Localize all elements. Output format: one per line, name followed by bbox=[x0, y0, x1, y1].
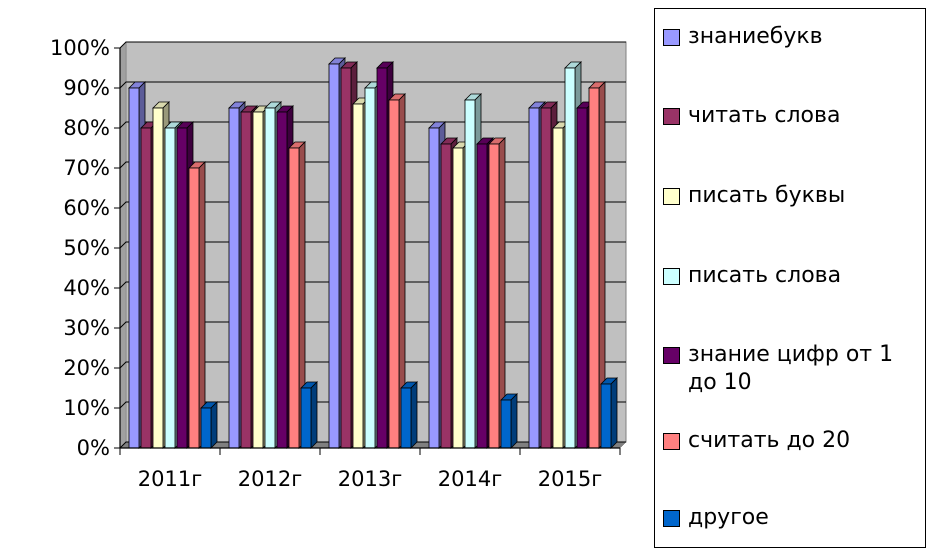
legend-swatch bbox=[663, 433, 680, 450]
bar-front bbox=[588, 87, 600, 449]
bar bbox=[400, 381, 418, 449]
bar bbox=[200, 401, 218, 449]
bar-front bbox=[540, 107, 552, 449]
y-tick-label: 10% bbox=[63, 396, 110, 420]
bars bbox=[128, 57, 618, 449]
x-tick-label: 2014г bbox=[438, 467, 502, 491]
bar-front bbox=[140, 127, 152, 449]
legend-label: писать буквы bbox=[688, 183, 846, 208]
bar bbox=[500, 393, 518, 449]
legend-item: знание цифр от 1 до 10 bbox=[663, 341, 925, 397]
bar-chart: 0%10%20%30%40%50%60%70%80%90%100% 2011г 2… bbox=[50, 36, 627, 491]
legend-swatch bbox=[663, 347, 680, 364]
bar-front bbox=[188, 167, 200, 449]
bar-front bbox=[352, 103, 364, 449]
y-tick-label: 60% bbox=[63, 196, 110, 220]
legend-item: писать буквы bbox=[663, 182, 925, 210]
legend-item: другое bbox=[663, 504, 925, 532]
bar-front bbox=[288, 147, 300, 449]
bar-front bbox=[376, 67, 388, 449]
bar-front bbox=[500, 399, 512, 449]
bar-front bbox=[400, 387, 412, 449]
bar-front bbox=[328, 63, 340, 449]
y-tick-label: 30% bbox=[63, 316, 110, 340]
bar-front bbox=[176, 127, 188, 449]
bar-front bbox=[476, 143, 488, 449]
bar bbox=[600, 377, 618, 449]
bar-front bbox=[200, 407, 212, 449]
legend-item: читать слова bbox=[663, 102, 925, 130]
x-axis-ticks: 2011г 2012г 2013г 2014г 2015г bbox=[119, 448, 621, 491]
x-tick-label: 2012г bbox=[238, 467, 302, 491]
x-tick-label: 2015г bbox=[538, 467, 602, 491]
legend-label: другое bbox=[688, 505, 769, 530]
y-tick-label: 0% bbox=[77, 436, 110, 460]
bar-front bbox=[252, 111, 264, 449]
bar-front bbox=[264, 107, 276, 449]
legend-label: знаниебукв bbox=[688, 24, 823, 49]
bar-front bbox=[364, 87, 376, 449]
legend-item: считать до 20 bbox=[663, 427, 925, 455]
y-tick-label: 90% bbox=[63, 76, 110, 100]
y-tick-label: 40% bbox=[63, 276, 110, 300]
bar-front bbox=[164, 127, 176, 449]
gridline bbox=[119, 41, 626, 49]
bar-front bbox=[300, 387, 312, 449]
bar-front bbox=[240, 111, 252, 449]
legend-swatch bbox=[663, 510, 680, 527]
x-tick-label: 2013г bbox=[338, 467, 402, 491]
bar-front bbox=[440, 143, 452, 449]
bar-side bbox=[510, 393, 518, 449]
legend-swatch bbox=[663, 108, 680, 125]
bar-front bbox=[600, 383, 612, 449]
bar-side bbox=[310, 381, 318, 449]
bar-front bbox=[128, 87, 140, 449]
bar bbox=[300, 381, 318, 449]
bar-side bbox=[210, 401, 218, 449]
gridline bbox=[119, 81, 626, 89]
bar-front bbox=[152, 107, 164, 449]
y-tick-label: 80% bbox=[63, 116, 110, 140]
y-tick-label: 70% bbox=[63, 156, 110, 180]
legend-label: писать слова bbox=[688, 263, 842, 288]
y-tick-label: 100% bbox=[50, 36, 110, 60]
legend-label: считать до 20 bbox=[688, 428, 851, 453]
bar-front bbox=[340, 67, 352, 449]
bar-front bbox=[428, 127, 440, 449]
bar-front bbox=[276, 111, 288, 449]
legend-swatch bbox=[663, 29, 680, 46]
bar-front bbox=[228, 107, 240, 449]
legend-swatch bbox=[663, 188, 680, 205]
legend-label: читать слова bbox=[688, 103, 841, 128]
bar-front bbox=[464, 99, 476, 449]
legend-item: писать слова bbox=[663, 262, 925, 290]
y-tick-label: 20% bbox=[63, 356, 110, 380]
legend: знаниебукв читать слова писать буквы писать… bbox=[654, 8, 926, 548]
y-tick-label: 50% bbox=[63, 236, 110, 260]
bar-side bbox=[610, 377, 618, 449]
gridline bbox=[119, 121, 626, 129]
bar-front bbox=[388, 99, 400, 449]
bar-front bbox=[576, 107, 588, 449]
y-axis-ticks: 0% 10% 20% 30% 40% 50% 60% 70% 80% 90% 100% bbox=[50, 36, 120, 460]
legend-swatch bbox=[663, 268, 680, 285]
legend-item: знаниебукв bbox=[663, 23, 925, 51]
bar-front bbox=[488, 143, 500, 449]
bar-side bbox=[410, 381, 418, 449]
legend-label: знание цифр от 1 до 10 bbox=[688, 342, 894, 395]
bar-front bbox=[564, 67, 576, 449]
bar-front bbox=[528, 107, 540, 449]
x-tick-label: 2011г bbox=[138, 467, 202, 491]
bar bbox=[188, 161, 206, 449]
bar-front bbox=[552, 127, 564, 449]
bar-front bbox=[452, 147, 464, 449]
